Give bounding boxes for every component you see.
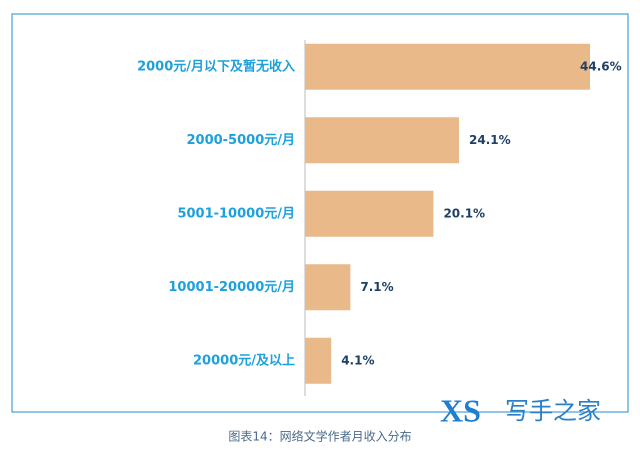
value-label: 44.6% <box>580 59 622 73</box>
watermark-logo: XS <box>440 392 481 428</box>
category-label: 10001-20000元/月 <box>168 280 295 295</box>
category-label: 5001-10000元/月 <box>177 206 295 221</box>
bar <box>305 43 590 90</box>
watermark-text: 写手之家 <box>505 397 601 425</box>
bar <box>305 117 460 164</box>
value-label: 20.1% <box>443 206 485 220</box>
bar <box>305 190 434 237</box>
value-label: 24.1% <box>469 133 511 147</box>
category-label: 20000元/及以上 <box>193 353 295 368</box>
value-label: 7.1% <box>360 280 393 294</box>
caption: 图表14：网络文学作者月收入分布 <box>228 429 411 444</box>
category-label: 2000元/月以下及暂无收入 <box>137 58 295 74</box>
value-label: 4.1% <box>341 353 374 367</box>
bar <box>305 337 332 384</box>
bar <box>305 264 351 311</box>
category-label: 2000-5000元/月 <box>186 133 295 148</box>
frame <box>11 13 629 413</box>
